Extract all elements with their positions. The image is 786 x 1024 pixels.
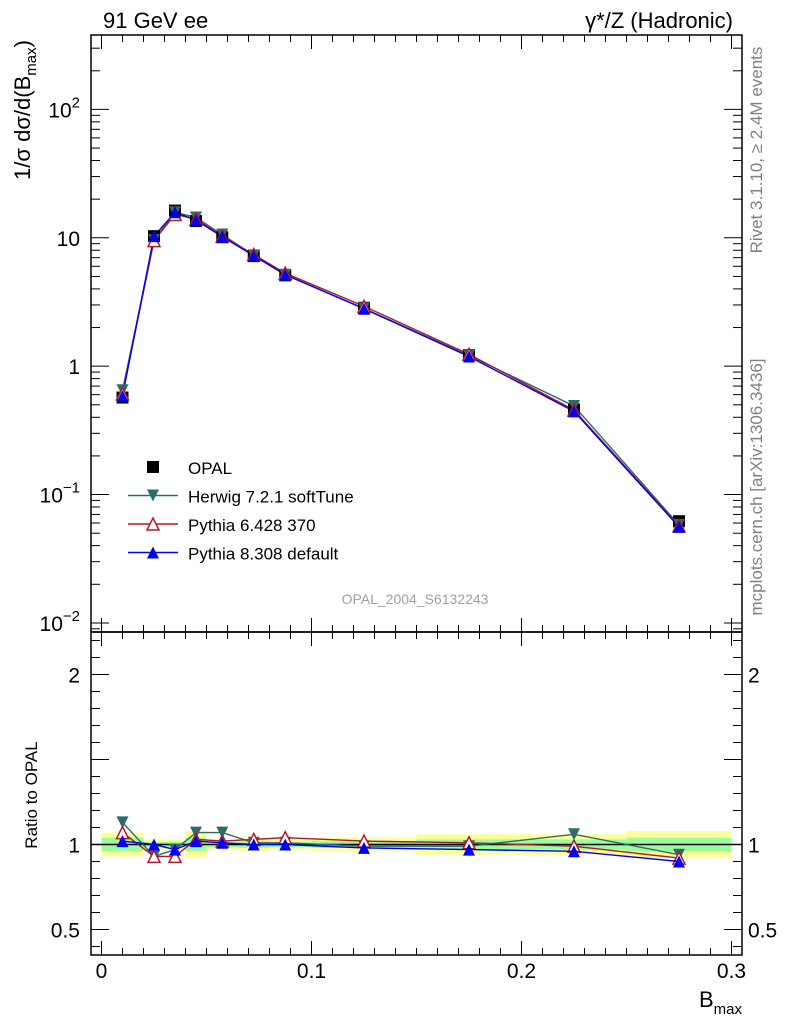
legend-marker bbox=[147, 546, 159, 559]
header-left-label: 91 GeV ee bbox=[103, 8, 208, 33]
main-y-tick-label: 1 bbox=[68, 356, 80, 379]
ratio-frame bbox=[90, 631, 743, 956]
main-point bbox=[358, 302, 370, 315]
main-series-line bbox=[121, 211, 680, 526]
main-point bbox=[148, 230, 160, 243]
legend-label: Pythia 6.428 370 bbox=[188, 516, 316, 535]
legend-marker bbox=[145, 516, 161, 531]
main-series-line bbox=[121, 211, 680, 528]
ratio-point bbox=[169, 843, 181, 856]
ratio-point bbox=[463, 843, 475, 856]
main-y-tick-label: 102 bbox=[48, 94, 80, 122]
main-y-tick-label: 10−2 bbox=[40, 608, 80, 636]
ratio-point bbox=[148, 838, 160, 851]
main-y-axis-label: 1/σ dσ/d(Bmax) bbox=[10, 40, 40, 180]
ratio-point bbox=[116, 835, 129, 848]
ratio-point bbox=[247, 838, 260, 851]
legend-label: Pythia 8.308 default bbox=[188, 545, 339, 564]
legend-marker bbox=[147, 489, 159, 502]
ratio-point bbox=[167, 848, 183, 864]
ratio-point bbox=[116, 816, 129, 829]
ratio-panel: 0 0.1 0.2 0.30.5 0.51 12 2 bbox=[51, 35, 777, 983]
ratio-y-axis-label: Ratio to OPAL bbox=[22, 741, 41, 848]
ratio-point bbox=[279, 838, 292, 851]
main-y-tick-label: 10 bbox=[57, 228, 80, 251]
main-point bbox=[247, 249, 260, 262]
main-point bbox=[568, 405, 580, 418]
main-panel: 10−2 10−1 1 10 102 bbox=[40, 34, 743, 636]
main-point bbox=[216, 230, 229, 243]
x-tick-label: 0.3 bbox=[717, 960, 746, 983]
main-y-tick-label: 10−1 bbox=[40, 480, 80, 508]
ratio-point bbox=[190, 835, 202, 848]
main-point bbox=[279, 268, 292, 281]
x-axis-label: Bmax bbox=[699, 987, 743, 1018]
ratio-y-tick-label-right: 0.5 bbox=[748, 920, 777, 943]
ratio-y-tick-label: 1 bbox=[68, 835, 80, 858]
ratio-point bbox=[568, 828, 580, 841]
main-point bbox=[169, 206, 181, 219]
x-tick-label: 0 bbox=[96, 960, 108, 983]
rivet-version-label: Rivet 3.1.10, ≥ 2.4M events bbox=[747, 47, 766, 254]
ratio-y-tick-label: 0.5 bbox=[51, 920, 80, 943]
ratio-y-tick-label: 2 bbox=[68, 665, 80, 688]
legend: OPAL Herwig 7.2.1 softTune Pythia 6.428 37… bbox=[128, 459, 354, 564]
main-point bbox=[463, 350, 475, 363]
x-tick-label: 0.2 bbox=[507, 960, 536, 983]
legend-label: Herwig 7.2.1 softTune bbox=[188, 488, 354, 507]
ratio-y-tick-label-right: 1 bbox=[748, 835, 760, 858]
ratio-point bbox=[146, 848, 162, 864]
ratio-point bbox=[568, 845, 580, 858]
ratio-point bbox=[216, 836, 229, 849]
x-tick-label: 0.1 bbox=[297, 960, 326, 983]
ratio-y-tick-label-right: 2 bbox=[748, 665, 760, 688]
mcplots-label: mcplots.cern.ch [arXiv:1306.3436] bbox=[747, 358, 766, 615]
main-point bbox=[190, 214, 202, 227]
main-point bbox=[673, 520, 685, 533]
main-frame bbox=[90, 34, 743, 633]
ratio-point bbox=[358, 841, 370, 854]
main-point bbox=[116, 390, 129, 403]
legend-marker bbox=[147, 461, 159, 473]
main-series-line bbox=[121, 213, 680, 527]
ratio-point bbox=[216, 826, 229, 839]
ratio-point bbox=[673, 855, 685, 868]
analysis-watermark: OPAL_2004_S6132243 bbox=[342, 591, 489, 607]
legend-label: OPAL bbox=[188, 459, 232, 478]
header-right-label: γ*/Z (Hadronic) bbox=[585, 8, 733, 33]
